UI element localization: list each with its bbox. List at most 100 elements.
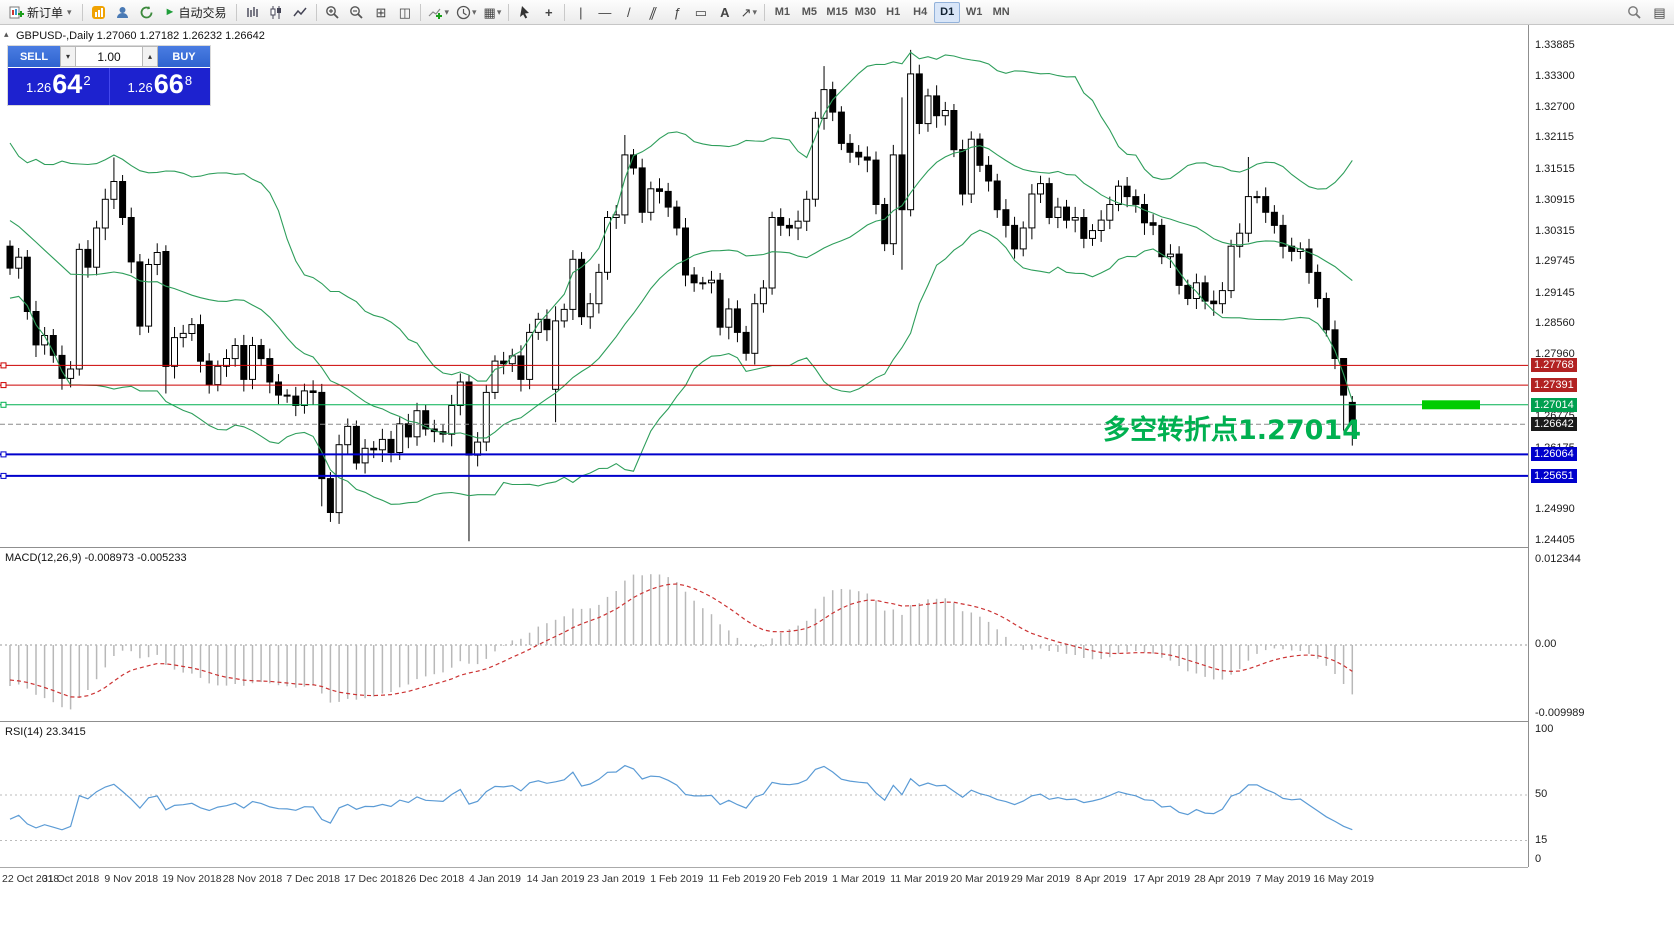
price-axis[interactable]: 1.33885 1.33300 1.32700 1.32115 1.31515 1.309… — [1528, 25, 1674, 867]
text-tool[interactable]: A — [713, 2, 736, 23]
buy-price-sup: 8 — [184, 73, 193, 88]
panels-button[interactable]: ▤ — [1648, 2, 1671, 23]
chevron-down-icon: ▾ — [67, 6, 72, 17]
line-chart-button[interactable] — [289, 2, 312, 23]
autotrade-button[interactable]: ► 自动交易 — [159, 2, 233, 23]
new-order-button[interactable]: 新订单 ▾ — [3, 2, 78, 23]
person-icon — [116, 6, 128, 18]
rsi-label: RSI(14) 23.3415 — [5, 726, 86, 738]
vertical-line-icon: | — [579, 4, 583, 20]
indicators-button[interactable]: ▾ — [425, 2, 452, 23]
templates-button[interactable]: ▦ ▾ — [481, 2, 505, 23]
timeframe-h1[interactable]: H1 — [886, 6, 901, 18]
crosshair-icon: + — [545, 4, 553, 20]
date-label: 28 Nov 2018 — [222, 873, 283, 885]
panel-separator[interactable] — [0, 721, 1674, 724]
trendline-icon: / — [627, 4, 631, 20]
price-axis-label: 1.29745 — [1535, 255, 1575, 268]
cursor-button[interactable] — [513, 2, 536, 23]
shapes-icon: ▭ — [694, 4, 707, 20]
toolbar-separator — [316, 3, 318, 21]
date-label: 4 Jan 2019 — [468, 873, 521, 885]
date-label: 20 Mar 2019 — [950, 873, 1010, 885]
price-axis-label: 1.24405 — [1535, 534, 1575, 546]
timeframe-m1[interactable]: M1 — [774, 6, 790, 18]
template-icon: ▦ — [483, 4, 496, 20]
timeframe-m15[interactable]: M15 — [826, 6, 848, 18]
date-label: 17 Dec 2018 — [343, 873, 404, 885]
timeframe-mn[interactable]: MN — [992, 6, 1010, 18]
market-button[interactable] — [87, 2, 110, 23]
play-icon: ► — [164, 5, 176, 18]
vertical-line-tool[interactable]: | — [569, 2, 592, 23]
rsi-axis-label: 100 — [1535, 723, 1554, 735]
zoom-in-button[interactable] — [321, 2, 344, 23]
horizontal-line-icon: — — [598, 4, 612, 20]
tile-windows-button[interactable]: ⊞ — [369, 2, 392, 23]
line-chart-icon — [293, 7, 308, 16]
price-axis-label: 1.33300 — [1535, 69, 1575, 82]
price-axis-label: 1.30315 — [1535, 225, 1575, 238]
date-label: 20 Feb 2019 — [768, 873, 828, 885]
timeframe-h4[interactable]: H4 — [913, 6, 928, 18]
bar-chart-button[interactable] — [241, 2, 264, 23]
buy-button[interactable]: BUY — [158, 46, 210, 67]
candlestick-chart-icon — [270, 5, 282, 19]
periods-button[interactable]: ▾ — [453, 2, 480, 23]
shapes-tool[interactable]: ▭ — [689, 2, 712, 23]
search-button[interactable] — [1623, 2, 1646, 23]
trendline-tool[interactable]: / — [617, 2, 640, 23]
refresh-button[interactable] — [135, 2, 158, 23]
rsi-chart-canvas[interactable] — [0, 723, 1528, 867]
date-label: 28 Apr 2019 — [1194, 873, 1251, 885]
cascade-windows-button[interactable]: ◫ — [393, 2, 416, 23]
chart-annotation[interactable]: 多空转折点1.27014 — [1103, 415, 1361, 446]
search-icon — [1628, 5, 1641, 19]
text-icon: A — [720, 4, 730, 20]
fibonacci-icon: ƒ — [673, 4, 681, 20]
volume-up-spinner[interactable]: ▴ — [142, 46, 158, 67]
date-axis[interactable]: 22 Oct 2018 31 Oct 2018 9 Nov 2018 19 Nov 2… — [0, 867, 1528, 891]
fibonacci-tool[interactable]: ƒ — [665, 2, 688, 23]
volume-input[interactable]: 1.00 — [76, 46, 142, 67]
zoom-out-button[interactable] — [345, 2, 368, 23]
toolbar-separator — [236, 3, 238, 21]
date-label: 23 Jan 2019 — [587, 873, 646, 885]
toolbar-separator — [764, 3, 766, 21]
sell-price-button[interactable]: 1.26 64 2 — [8, 68, 110, 105]
macd-axis-label: -0.009989 — [1535, 706, 1585, 719]
date-label: 1 Mar 2019 — [832, 873, 886, 885]
price-axis-label: 1.32115 — [1535, 131, 1574, 144]
panels-icon: ▤ — [1653, 4, 1666, 20]
zoom-out-icon — [350, 5, 364, 19]
timeframe-m5[interactable]: M5 — [801, 6, 817, 18]
panel-separator[interactable] — [0, 547, 1674, 550]
main-chart-canvas[interactable] — [0, 25, 1528, 547]
price-tag: 1.27768 — [1531, 358, 1577, 373]
timeframe-m30[interactable]: M30 — [854, 6, 877, 18]
macd-chart-canvas[interactable] — [0, 549, 1528, 721]
channel-tool[interactable]: ∥ — [641, 2, 664, 23]
horizontal-line-tool[interactable]: — — [593, 2, 616, 23]
community-button[interactable] — [111, 2, 134, 23]
macd-label: MACD(12,26,9) -0.008973 -0.005233 — [5, 552, 187, 564]
price-tag: 1.25651 — [1531, 468, 1577, 483]
price-axis-label: 1.31515 — [1535, 162, 1575, 175]
macd-axis-label: 0.012344 — [1535, 553, 1581, 565]
sell-button[interactable]: SELL — [8, 46, 60, 67]
timeframe-d1[interactable]: D1 — [934, 1, 961, 23]
date-label: 26 Dec 2018 — [404, 873, 465, 885]
date-label: 17 Apr 2019 — [1133, 873, 1191, 885]
buy-price-button[interactable]: 1.26 66 8 — [109, 68, 210, 105]
timeframe-w1[interactable]: W1 — [965, 6, 983, 18]
collapse-triangle[interactable]: ▴ — [4, 29, 9, 39]
date-label: 14 Jan 2019 — [526, 873, 585, 885]
crosshair-button[interactable]: + — [537, 2, 560, 23]
chevron-down-icon: ▾ — [444, 6, 449, 17]
volume-down-spinner[interactable]: ▾ — [60, 46, 76, 67]
candlestick-chart-button[interactable] — [265, 2, 288, 23]
price-tag: 1.26064 — [1531, 447, 1577, 462]
arrows-tool[interactable]: ↗ ▾ — [737, 2, 760, 23]
toolbar: 新订单 ▾ ► 自动交易 — [0, 0, 1674, 25]
